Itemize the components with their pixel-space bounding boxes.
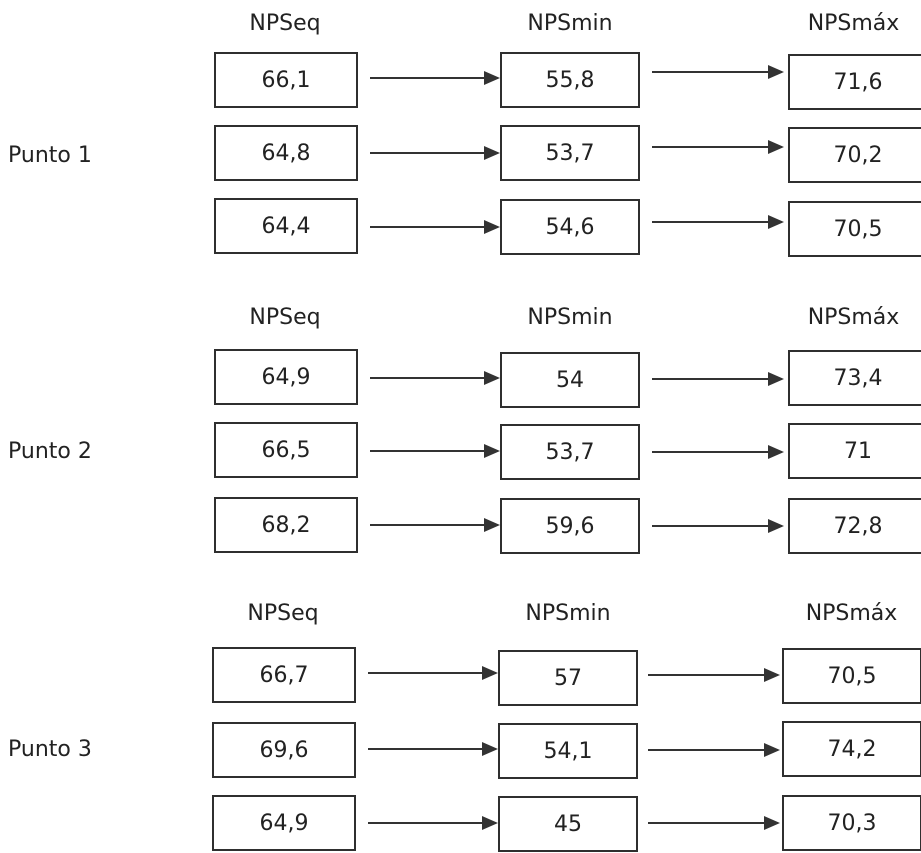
value-box-npsmin: 54,1 [498, 723, 638, 779]
value-box-npsmin: 54,6 [500, 199, 640, 255]
arrow-right [368, 742, 498, 756]
header-npsmax: NPSmáx [807, 11, 900, 36]
value-box-npsmin: 53,7 [500, 424, 640, 480]
arrow-right [652, 372, 784, 386]
arrow-right [652, 140, 784, 154]
value-box-npsmax: 73,4 [788, 350, 921, 406]
value-box-npseq: 64,4 [214, 198, 358, 254]
header-npsmin: NPSmin [527, 305, 613, 330]
header-npseq: NPSeq [249, 11, 321, 36]
arrow-right [370, 518, 500, 532]
arrow-right [370, 444, 500, 458]
arrow-right [652, 215, 784, 229]
value-box-npsmax: 70,2 [788, 127, 921, 183]
value-box-npsmin: 55,8 [500, 52, 640, 108]
arrow-right [648, 743, 780, 757]
value-box-npsmin: 53,7 [500, 125, 640, 181]
value-box-npsmax: 72,8 [788, 498, 921, 554]
value-box-npseq: 69,6 [212, 722, 356, 778]
arrow-right [370, 71, 500, 85]
arrow-right [370, 371, 500, 385]
value-box-npseq: 68,2 [214, 497, 358, 553]
value-box-npseq: 66,7 [212, 647, 356, 703]
value-box-npseq: 64,8 [214, 125, 358, 181]
arrow-right [652, 519, 784, 533]
value-box-npsmin: 45 [498, 796, 638, 852]
header-npsmax: NPSmáx [807, 305, 900, 330]
value-box-npseq: 66,1 [214, 52, 358, 108]
value-box-npsmin: 57 [498, 650, 638, 706]
value-box-npseq: 64,9 [214, 349, 358, 405]
header-npsmin: NPSmin [525, 601, 611, 626]
value-box-npsmax: 70,3 [782, 795, 921, 851]
value-box-npseq: 66,5 [214, 422, 358, 478]
arrow-right [368, 816, 498, 830]
value-box-npsmax: 74,2 [782, 721, 921, 777]
value-box-npsmin: 59,6 [500, 498, 640, 554]
header-npseq: NPSeq [249, 305, 321, 330]
value-box-npsmax: 70,5 [782, 648, 921, 704]
value-box-npsmax: 70,5 [788, 201, 921, 257]
header-npsmin: NPSmin [527, 11, 613, 36]
arrow-right [652, 65, 784, 79]
header-npseq: NPSeq [247, 601, 319, 626]
arrow-right [648, 816, 780, 830]
value-box-npsmax: 71,6 [788, 54, 921, 110]
arrow-right [368, 666, 498, 680]
value-box-npsmin: 54 [500, 352, 640, 408]
group-label-punto-3: Punto 3 [8, 737, 92, 762]
group-label-punto-1: Punto 1 [8, 143, 92, 168]
arrow-right [370, 220, 500, 234]
arrow-right [370, 146, 500, 160]
group-label-punto-2: Punto 2 [8, 439, 92, 464]
arrow-right [652, 445, 784, 459]
value-box-npseq: 64,9 [212, 795, 356, 851]
header-npsmax: NPSmáx [805, 601, 898, 626]
value-box-npsmax: 71 [788, 423, 921, 479]
arrow-right [648, 668, 780, 682]
